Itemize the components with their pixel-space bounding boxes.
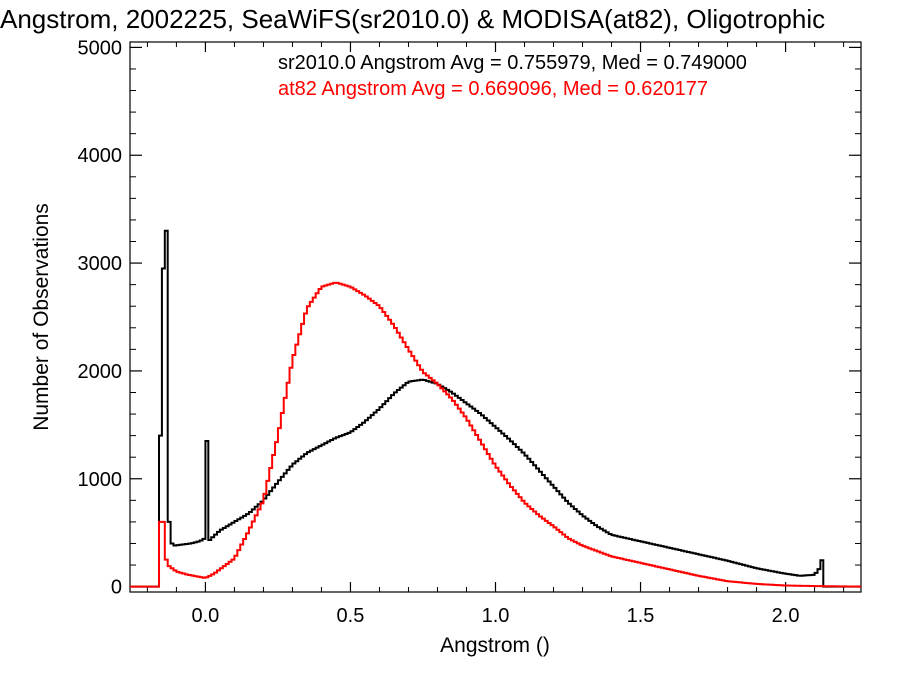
annotation-sr2010: sr2010.0 Angstrom Avg = 0.755979, Med = … (278, 52, 747, 74)
x-axis: 0.0 0.5 1.0 1.5 2.0 (146, 42, 845, 627)
x-axis-label: Angstrom () (440, 634, 550, 657)
x-tick-label: 2.0 (772, 605, 800, 627)
y-tick-label: 1000 (78, 469, 123, 491)
y-tick-label: 0 (111, 577, 122, 599)
y-axis: 0 1000 2000 3000 4000 5000 (78, 37, 861, 599)
plot-frame (129, 41, 862, 593)
series-line-sr2010.0 (130, 229, 861, 588)
y-tick-label: 5000 (78, 37, 123, 59)
x-tick-label: 1.0 (482, 605, 510, 627)
y-tick-label: 4000 (78, 145, 123, 167)
series-line-at82 (130, 281, 861, 588)
chart-title: Angstrom, 2002225, SeaWiFS(sr2010.0) & M… (0, 4, 825, 34)
y-tick-label: 3000 (78, 253, 123, 275)
y-axis-label: Number of Observations (30, 203, 53, 431)
x-tick-label: 0.5 (337, 605, 365, 627)
y-tick-label: 2000 (78, 361, 123, 383)
x-tick-label: 1.5 (627, 605, 655, 627)
annotation-at82: at82 Angstrom Avg = 0.669096, Med = 0.62… (278, 78, 708, 100)
x-tick-label: 0.0 (192, 605, 220, 627)
series-layer (130, 229, 861, 588)
